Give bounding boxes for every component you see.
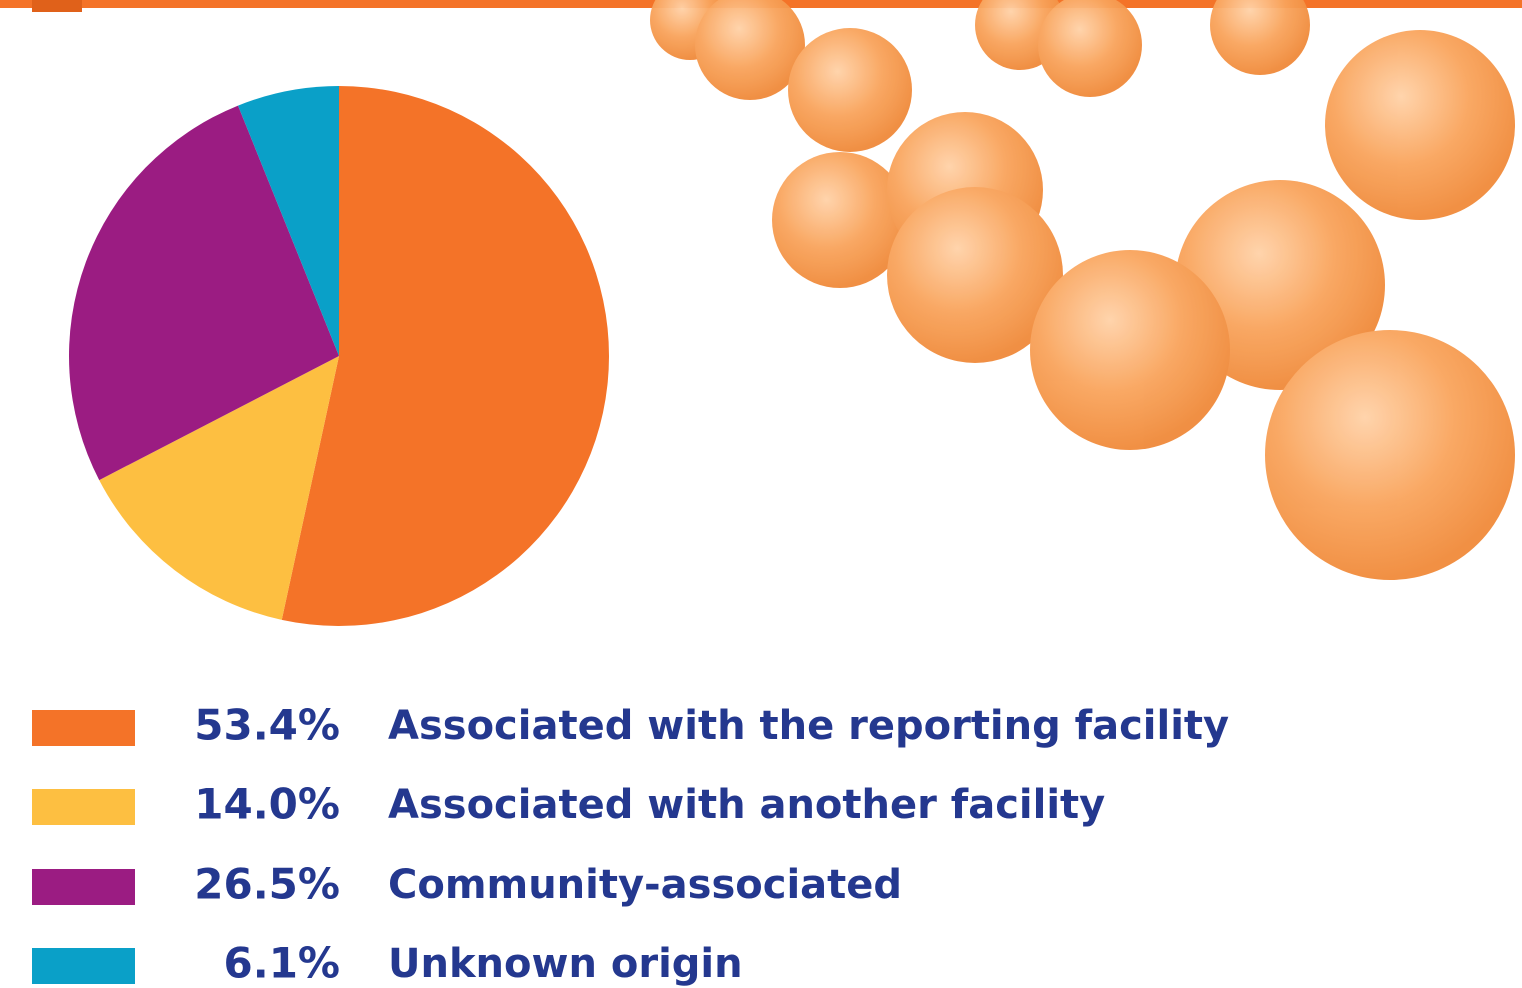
top-bar-tab xyxy=(32,0,82,12)
pie-slice xyxy=(69,105,339,481)
legend-label: Associated with another facility xyxy=(388,782,1105,828)
pie xyxy=(69,86,610,626)
pie-slice xyxy=(99,356,339,620)
legend-swatch xyxy=(32,869,135,905)
legend-label: Community-associated xyxy=(388,862,902,908)
legend-value: 53.4% xyxy=(194,701,340,750)
legend-swatch xyxy=(32,948,135,984)
pie-slice xyxy=(281,86,610,626)
legend-label: Associated with the reporting facility xyxy=(388,703,1229,749)
legend: 53.4% Associated with the reporting facil… xyxy=(32,701,1229,988)
legend-swatch xyxy=(32,789,135,825)
legend-label: Unknown origin xyxy=(388,941,743,987)
legend-swatch xyxy=(32,710,135,746)
legend-value: 6.1% xyxy=(224,939,340,988)
decoration-spheres xyxy=(650,0,1515,580)
legend-value: 26.5% xyxy=(194,860,340,909)
legend-value: 14.0% xyxy=(194,780,340,829)
pie-slice xyxy=(238,86,339,356)
